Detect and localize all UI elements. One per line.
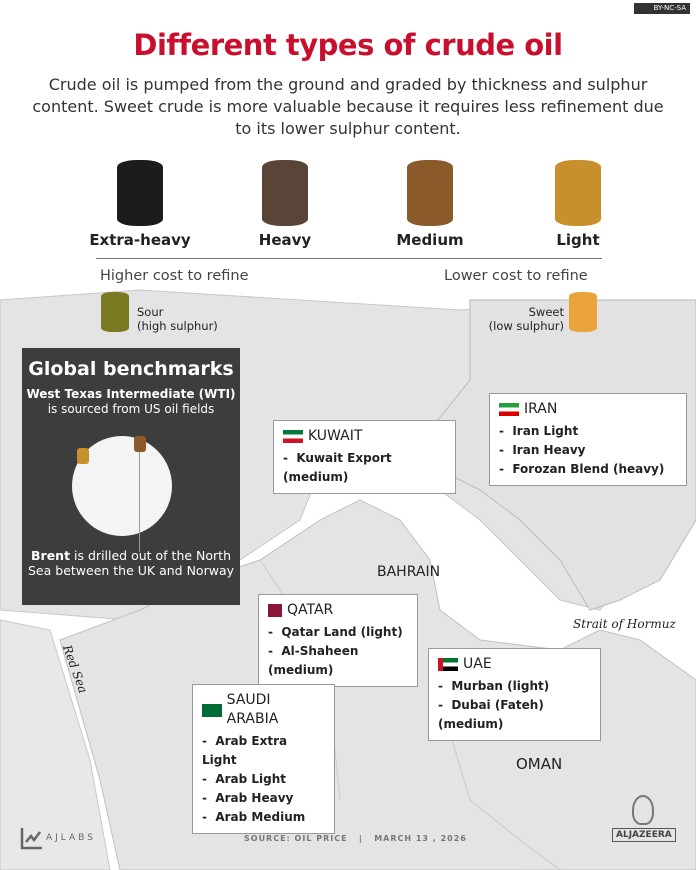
strait-of-hormuz-label: Strait of Hormuz: [573, 617, 676, 631]
grade-label: Extra-heavy: [89, 231, 191, 249]
kuwait-box: KUWAIT - Kuwait Export (medium): [273, 420, 456, 494]
brent-barrel-icon: [134, 436, 146, 452]
bahrain-label: BAHRAIN: [377, 564, 441, 580]
list-item: - Forozan Blend (heavy): [499, 462, 665, 476]
barrel-icon-heavy: [262, 160, 308, 226]
brent-name: Brent: [31, 548, 71, 563]
wti-name: West Texas Intermediate (WTI): [26, 387, 236, 401]
source-text: SOURCE: OIL PRICE | MARCH 13 , 2026: [244, 834, 467, 843]
country-name: SAUDI ARABIA: [226, 692, 279, 727]
sour-label: Sour (high sulphur): [137, 305, 218, 333]
barrel-icon-light: [555, 160, 601, 226]
higher-cost-label: Higher cost to refine: [100, 268, 249, 284]
country-name: IRAN: [524, 401, 558, 417]
ajlabs-chart-icon: [20, 828, 42, 850]
oman-label: OMAN: [516, 755, 563, 773]
license-badge: BY-NC-SA: [634, 3, 690, 14]
brent-pointer-line: [139, 452, 140, 552]
grade-label: Medium: [396, 231, 464, 249]
list-item: - Al-Shaheen (medium): [268, 644, 359, 677]
sweet-label: Sweet (low sulphur): [488, 305, 564, 333]
page-title: Different types of crude oil: [133, 28, 563, 62]
list-item: - Kuwait Export (medium): [283, 451, 392, 484]
country-name: UAE: [463, 656, 492, 672]
wti-desc: is sourced from US oil fields: [47, 402, 215, 416]
list-item: - Arab Extra Light: [202, 734, 288, 767]
double-arrow: [96, 258, 602, 259]
country-name: QATAR: [287, 602, 334, 618]
brent-desc: is drilled out of the North Sea between …: [28, 548, 234, 578]
saudi-flag-icon: [202, 703, 222, 717]
country-name: KUWAIT: [308, 428, 363, 444]
list-item: - Arab Heavy: [202, 791, 294, 805]
list-item: - Murban (light): [438, 679, 550, 693]
lower-cost-label: Lower cost to refine: [444, 268, 588, 284]
list-item: - Arab Medium: [202, 810, 306, 824]
barrel-icon-medium: [407, 160, 453, 226]
grade-label: Heavy: [258, 231, 312, 249]
aljazeera-logo: ALJAZEERA: [612, 828, 676, 842]
benchmarks-title: Global benchmarks: [28, 358, 234, 380]
list-item: - Iran Light: [499, 424, 579, 438]
wti-barrel-icon: [77, 448, 89, 464]
iran-box: IRAN - Iran Light - Iran Heavy - Forozan…: [489, 393, 687, 486]
uae-box: UAE - Murban (light) - Dubai (Fateh) (me…: [428, 648, 601, 741]
list-item: - Dubai (Fateh) (medium): [438, 698, 544, 731]
list-item: - Iran Heavy: [499, 443, 586, 457]
sweet-barrel-icon: [569, 292, 597, 332]
barrel-icon-extra-heavy: [117, 160, 163, 226]
list-item: - Arab Light: [202, 772, 287, 786]
ajlabs-logo: AJLABS: [20, 826, 96, 850]
saudi-arabia-box: SAUDI ARABIA - Arab Extra Light - Arab L…: [192, 684, 335, 834]
list-item: - Qatar Land (light): [268, 625, 403, 639]
global-benchmarks-panel: Global benchmarks West Texas Intermediat…: [22, 348, 240, 605]
qatar-box: QATAR - Qatar Land (light) - Al-Shaheen …: [258, 594, 418, 687]
sour-barrel-icon: [101, 292, 129, 332]
kuwait-flag-icon: [283, 430, 303, 443]
qatar-flag-icon: [268, 604, 282, 617]
iran-flag-icon: [499, 403, 519, 416]
uae-flag-icon: [438, 658, 458, 671]
grade-label: Light: [556, 231, 600, 249]
aljazeera-calligraphy-icon: [632, 795, 654, 825]
subtitle: Crude oil is pumped from the ground and …: [32, 75, 664, 138]
